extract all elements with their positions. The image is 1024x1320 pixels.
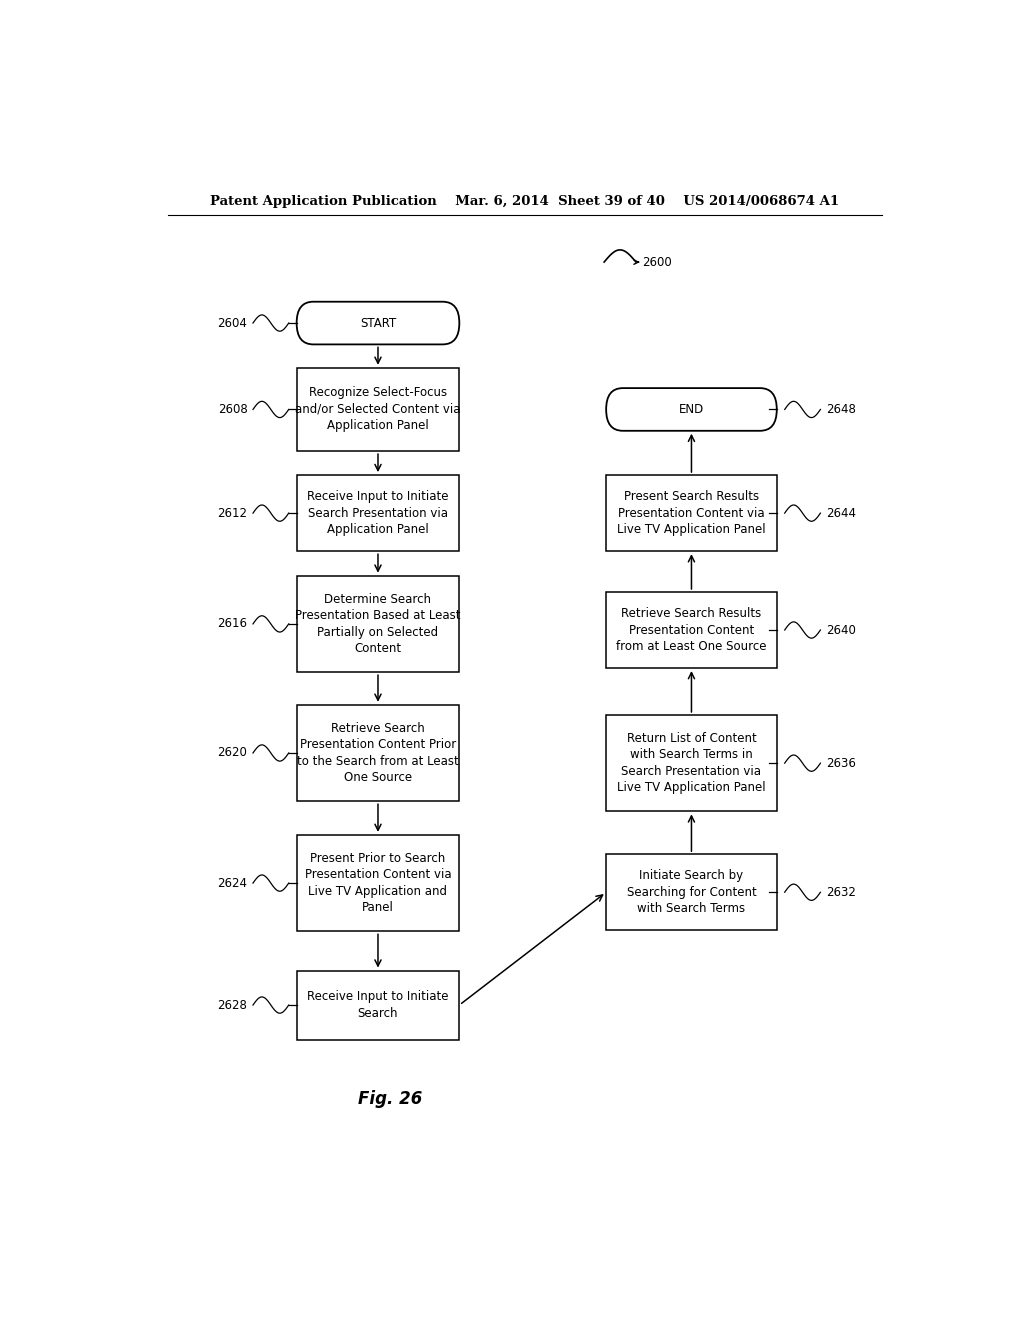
Text: Patent Application Publication    Mar. 6, 2014  Sheet 39 of 40    US 2014/006867: Patent Application Publication Mar. 6, 2… bbox=[210, 194, 840, 207]
FancyBboxPatch shape bbox=[297, 834, 460, 932]
Text: Fig. 26: Fig. 26 bbox=[357, 1089, 422, 1107]
Text: Receive Input to Initiate
Search: Receive Input to Initiate Search bbox=[307, 990, 449, 1020]
Text: Return List of Content
with Search Terms in
Search Presentation via
Live TV Appl: Return List of Content with Search Terms… bbox=[617, 731, 766, 795]
FancyBboxPatch shape bbox=[606, 715, 777, 812]
FancyBboxPatch shape bbox=[297, 970, 460, 1040]
Text: 2640: 2640 bbox=[826, 623, 856, 636]
FancyBboxPatch shape bbox=[297, 368, 460, 451]
Text: Initiate Search by
Searching for Content
with Search Terms: Initiate Search by Searching for Content… bbox=[627, 870, 757, 915]
Text: 2620: 2620 bbox=[217, 747, 248, 759]
Text: 2604: 2604 bbox=[217, 317, 248, 330]
FancyBboxPatch shape bbox=[606, 475, 777, 552]
Text: 2628: 2628 bbox=[217, 998, 248, 1011]
Text: Present Prior to Search
Presentation Content via
Live TV Application and
Panel: Present Prior to Search Presentation Con… bbox=[305, 851, 452, 915]
Text: 2648: 2648 bbox=[826, 403, 856, 416]
Text: Retrieve Search
Presentation Content Prior
to the Search from at Least
One Sourc: Retrieve Search Presentation Content Pri… bbox=[297, 722, 459, 784]
Text: END: END bbox=[679, 403, 705, 416]
Text: START: START bbox=[359, 317, 396, 330]
Text: Retrieve Search Results
Presentation Content
from at Least One Source: Retrieve Search Results Presentation Con… bbox=[616, 607, 767, 653]
FancyBboxPatch shape bbox=[606, 388, 777, 430]
Text: 2632: 2632 bbox=[826, 886, 856, 899]
Text: 2600: 2600 bbox=[642, 256, 672, 268]
FancyBboxPatch shape bbox=[606, 591, 777, 668]
Text: Receive Input to Initiate
Search Presentation via
Application Panel: Receive Input to Initiate Search Present… bbox=[307, 490, 449, 536]
Text: 2616: 2616 bbox=[217, 618, 248, 631]
Text: Present Search Results
Presentation Content via
Live TV Application Panel: Present Search Results Presentation Cont… bbox=[617, 490, 766, 536]
FancyBboxPatch shape bbox=[297, 302, 460, 345]
Text: 2608: 2608 bbox=[218, 403, 248, 416]
Text: 2636: 2636 bbox=[826, 756, 856, 770]
Text: Determine Search
Presentation Based at Least
Partially on Selected
Content: Determine Search Presentation Based at L… bbox=[295, 593, 461, 655]
Text: 2612: 2612 bbox=[217, 507, 248, 520]
Text: 2644: 2644 bbox=[826, 507, 856, 520]
FancyBboxPatch shape bbox=[297, 475, 460, 552]
Text: 2624: 2624 bbox=[217, 876, 248, 890]
FancyBboxPatch shape bbox=[297, 576, 460, 672]
FancyBboxPatch shape bbox=[297, 705, 460, 801]
FancyBboxPatch shape bbox=[606, 854, 777, 931]
Text: Recognize Select-Focus
and/or Selected Content via
Application Panel: Recognize Select-Focus and/or Selected C… bbox=[295, 387, 461, 433]
